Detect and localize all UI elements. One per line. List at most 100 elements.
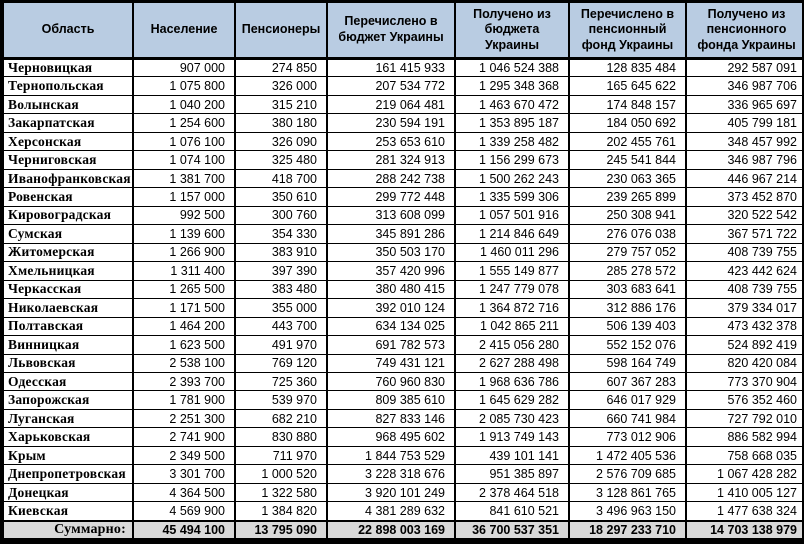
column-header: Область: [2, 2, 134, 60]
region-name-cell: Луганская: [2, 408, 134, 429]
value-cell: 346 987 796: [685, 150, 802, 170]
value-cell: 1 040 200: [132, 94, 236, 115]
value-cell: 1 353 895 187: [454, 113, 570, 133]
table-row: Одесская 2 393 700 725 360 760 960 830 1 968…: [2, 371, 802, 392]
region-name-cell: Одесская: [2, 371, 134, 392]
value-cell: 3 920 101 249: [326, 482, 456, 503]
value-cell: 354 330: [234, 224, 328, 244]
region-name-cell: Кировоградская: [2, 205, 134, 226]
value-cell: 773 370 904: [685, 371, 802, 392]
value-cell: 336 965 697: [685, 94, 802, 115]
summary-value-cell: 14 703 138 979: [685, 519, 802, 539]
value-cell: 760 960 830: [326, 371, 456, 392]
value-cell: 423 442 624: [685, 261, 802, 281]
value-cell: 274 850: [234, 57, 328, 78]
region-name-cell: Ровенская: [2, 187, 134, 207]
table-row: Закарпатская 1 254 600 380 180 230 594 191 1…: [2, 113, 802, 133]
table-row: Херсонская 1 076 100 326 090 253 653 610 1 3…: [2, 131, 802, 152]
column-header: Население: [132, 2, 236, 60]
value-cell: 276 076 038: [568, 224, 687, 244]
value-cell: 1 464 200: [132, 316, 236, 337]
value-cell: 691 782 573: [326, 335, 456, 355]
value-cell: 1 844 753 529: [326, 445, 456, 466]
value-cell: 253 653 610: [326, 131, 456, 152]
value-cell: 325 480: [234, 150, 328, 170]
value-cell: 439 101 141: [454, 445, 570, 466]
value-cell: 1 046 524 388: [454, 57, 570, 78]
value-cell: 418 700: [234, 168, 328, 189]
value-cell: 1 139 600: [132, 224, 236, 244]
value-cell: 279 757 052: [568, 242, 687, 263]
value-cell: 1 247 779 078: [454, 279, 570, 300]
value-cell: 539 970: [234, 390, 328, 410]
value-cell: 3 128 861 765: [568, 482, 687, 503]
value-cell: 1 171 500: [132, 298, 236, 318]
value-cell: 951 385 897: [454, 464, 570, 484]
table-row: Запорожская 1 781 900 539 970 809 385 610 1 …: [2, 390, 802, 410]
value-cell: 1 364 872 716: [454, 298, 570, 318]
region-name-cell: Запорожская: [2, 390, 134, 410]
value-cell: 300 760: [234, 205, 328, 226]
value-cell: 2 538 100: [132, 353, 236, 373]
value-cell: 346 987 706: [685, 76, 802, 96]
table-row: Луганская 2 251 300 682 210 827 833 146 2 08…: [2, 408, 802, 429]
region-name-cell: Хмельницкая: [2, 261, 134, 281]
value-cell: 1 381 700: [132, 168, 236, 189]
region-name-cell: Донецкая: [2, 482, 134, 503]
value-cell: 827 833 146: [326, 408, 456, 429]
value-cell: 3 228 318 676: [326, 464, 456, 484]
column-header: Перечислено в пенсионный фонд Украины: [568, 2, 687, 60]
table-row: Черкасская 1 265 500 383 480 380 480 415 1 2…: [2, 279, 802, 300]
summary-value-cell: 22 898 003 169: [326, 519, 456, 539]
summary-value-cell: 13 795 090: [234, 519, 328, 539]
value-cell: 2 349 500: [132, 445, 236, 466]
value-cell: 313 608 099: [326, 205, 456, 226]
value-cell: 357 420 996: [326, 261, 456, 281]
table-row: Николаевская 1 171 500 355 000 392 010 124 1…: [2, 298, 802, 318]
table-row: Хмельницкая 1 311 400 397 390 357 420 996 1 …: [2, 261, 802, 281]
value-cell: 607 367 283: [568, 371, 687, 392]
value-cell: 379 334 017: [685, 298, 802, 318]
table-row: Волынская 1 040 200 315 210 219 064 481 1 46…: [2, 94, 802, 115]
table-header: Область Население Пенсионеры Перечислено в …: [2, 2, 802, 60]
value-cell: 355 000: [234, 298, 328, 318]
summary-value-cell: 36 700 537 351: [454, 519, 570, 539]
value-cell: 1 057 501 916: [454, 205, 570, 226]
value-cell: 207 534 772: [326, 76, 456, 96]
value-cell: 1 074 100: [132, 150, 236, 170]
value-cell: 886 582 994: [685, 427, 802, 447]
region-name-cell: Тернопольская: [2, 76, 134, 96]
value-cell: 992 500: [132, 205, 236, 226]
table-row: Иванофранковская 1 381 700 418 700 288 242 …: [2, 168, 802, 189]
table-row: Сумская 1 139 600 354 330 345 891 286 1 214 …: [2, 224, 802, 244]
value-cell: 405 799 181: [685, 113, 802, 133]
value-cell: 1 042 865 211: [454, 316, 570, 337]
value-cell: 230 063 365: [568, 168, 687, 189]
summary-value-cell: 18 297 233 710: [568, 519, 687, 539]
value-cell: 161 415 933: [326, 57, 456, 78]
value-cell: 2 576 709 685: [568, 464, 687, 484]
value-cell: 1 339 258 482: [454, 131, 570, 152]
value-cell: 250 308 941: [568, 205, 687, 226]
value-cell: 202 455 761: [568, 131, 687, 152]
table-row: Днепропетровская 3 301 700 1 000 520 3 228 …: [2, 464, 802, 484]
table-row: Киевская 4 569 900 1 384 820 4 381 289 632 8…: [2, 501, 802, 521]
value-cell: 1 335 599 306: [454, 187, 570, 207]
value-cell: 165 645 622: [568, 76, 687, 96]
region-name-cell: Черкасская: [2, 279, 134, 300]
value-cell: 841 610 521: [454, 501, 570, 521]
value-cell: 367 571 722: [685, 224, 802, 244]
value-cell: 230 594 191: [326, 113, 456, 133]
region-name-cell: Закарпатская: [2, 113, 134, 133]
value-cell: 446 967 214: [685, 168, 802, 189]
value-cell: 1 500 262 243: [454, 168, 570, 189]
value-cell: 303 683 641: [568, 279, 687, 300]
value-cell: 1 322 580: [234, 482, 328, 503]
summary-row: Суммарно: 45 494 100 13 795 090 22 898 003 …: [2, 519, 802, 539]
table-row: Винницкая 1 623 500 491 970 691 782 573 2 41…: [2, 335, 802, 355]
region-name-cell: Херсонская: [2, 131, 134, 152]
value-cell: 128 835 484: [568, 57, 687, 78]
value-cell: 711 970: [234, 445, 328, 466]
value-cell: 3 496 963 150: [568, 501, 687, 521]
